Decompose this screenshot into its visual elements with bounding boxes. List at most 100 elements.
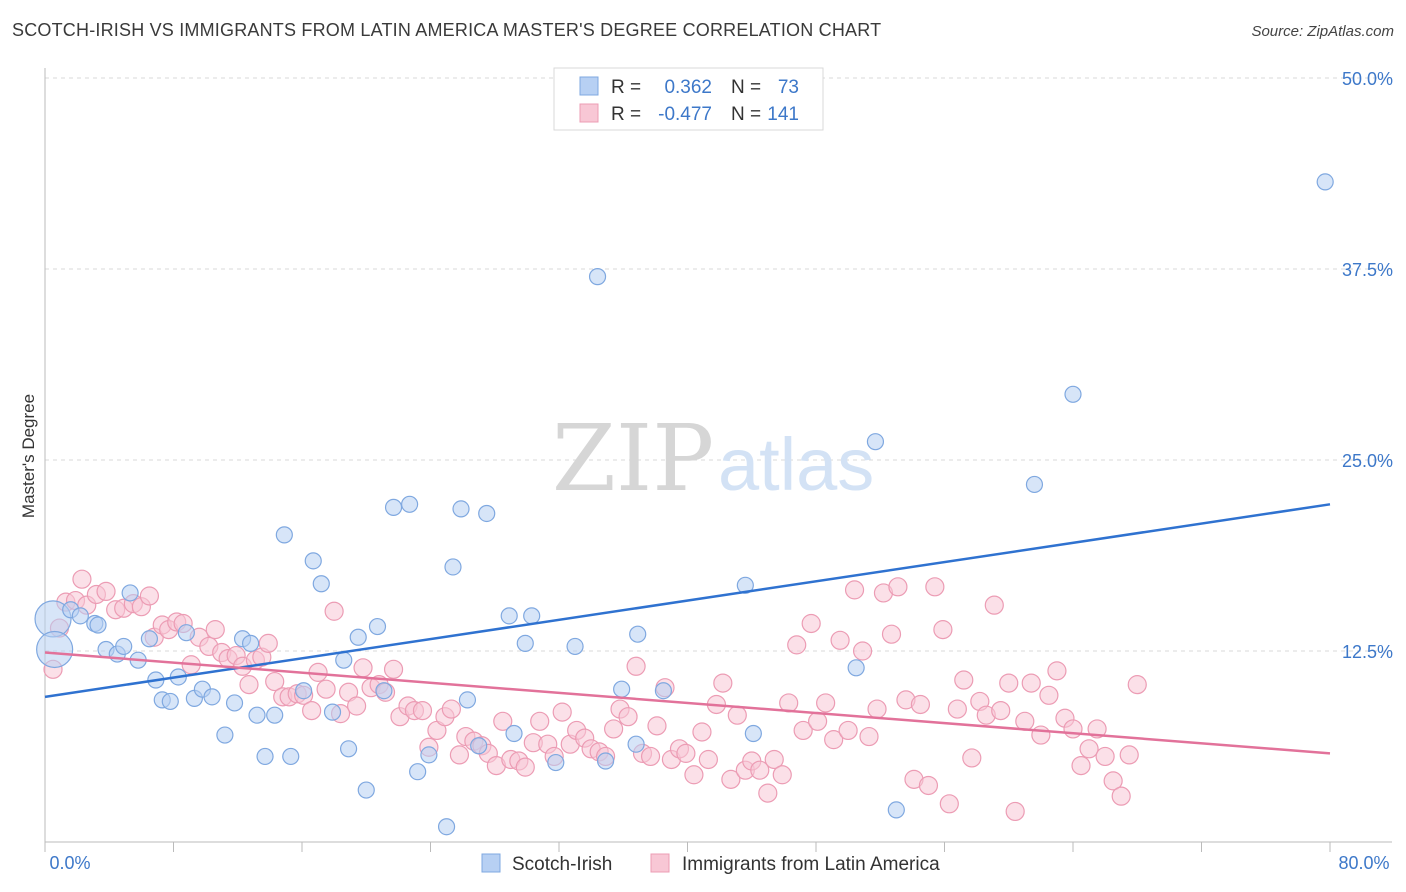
point-pink-106: [824, 730, 844, 750]
point-blue-31: [312, 575, 330, 593]
point-pink-29: [258, 633, 278, 653]
series-legend-pink-label: Immigrants from Latin America: [682, 854, 940, 875]
point-pink-133: [1021, 673, 1041, 693]
point-pink-130: [999, 673, 1019, 693]
point-blue-9: [121, 584, 139, 602]
point-pink-21: [205, 620, 225, 640]
series-blue-points: [34, 173, 1334, 836]
point-blue-3: [71, 607, 89, 625]
y-tick-label-2: 37.5%: [1342, 260, 1393, 280]
point-pink-102: [793, 720, 813, 741]
stats-legend-r-value-2: -0.477: [658, 104, 712, 125]
point-blue-29: [295, 682, 313, 700]
point-blue-5: [89, 616, 107, 634]
point-pink-129: [991, 700, 1011, 721]
point-pink-142: [1095, 746, 1115, 767]
stats-legend-box: [553, 67, 824, 131]
point-pink-82: [647, 716, 667, 736]
point-blue-48: [478, 504, 496, 523]
point-pink-96: [750, 760, 770, 780]
y-tick-label-3: 50.0%: [1342, 69, 1393, 89]
point-pink-81: [640, 746, 661, 767]
point-blue-57: [613, 680, 631, 698]
point-pink-146: [1127, 675, 1147, 695]
point-blue-28: [282, 747, 300, 766]
point-pink-89: [698, 749, 718, 770]
point-pink-50: [412, 700, 433, 721]
point-blue-20: [216, 726, 234, 744]
point-pink-140: [1079, 739, 1099, 759]
point-blue-43: [437, 818, 456, 836]
point-pink-93: [727, 705, 747, 725]
point-pink-144: [1111, 786, 1131, 806]
point-blue-26: [266, 706, 284, 724]
stats-legend-n-value-2: 141: [767, 104, 799, 125]
point-blue-14: [161, 692, 179, 711]
point-pink-86: [676, 743, 696, 763]
point-blue-16: [177, 624, 195, 642]
point-pink-143: [1103, 771, 1123, 791]
grid-lines: [45, 77, 1392, 652]
point-pink-64: [515, 757, 535, 777]
point-pink-55: [449, 745, 470, 765]
y-tick-label-1: 25.0%: [1342, 451, 1393, 471]
point-pink-38: [324, 601, 344, 621]
trend-lines: [44, 503, 1331, 755]
point-blue-55: [588, 268, 607, 286]
point-blue-66: [1025, 475, 1044, 494]
point-blue-27: [275, 526, 293, 544]
series-legend-blue-label: Scotch-Irish: [512, 854, 612, 875]
point-pink-98: [764, 749, 784, 770]
axes: [44, 68, 1392, 852]
chart-title: SCOTCH-IRISH VS IMMIGRANTS FROM LATIN AM…: [12, 20, 882, 40]
stats-legend: R = 0.362 N = 73 R = -0.477 N = 141: [553, 67, 824, 131]
stats-legend-n-label-1: N =: [731, 77, 761, 98]
point-pink-88: [692, 722, 712, 742]
point-blue-1: [36, 630, 74, 669]
watermark-zip: ZIP: [552, 405, 714, 512]
point-pink-78: [618, 707, 638, 727]
point-pink-87: [684, 765, 704, 785]
point-blue-64: [866, 433, 885, 451]
point-pink-110: [852, 641, 873, 661]
point-pink-46: [383, 659, 404, 679]
series-legend-blue-swatch: [481, 853, 501, 873]
point-blue-41: [409, 763, 427, 781]
point-pink-115: [888, 577, 908, 597]
point-pink-4: [72, 569, 92, 589]
point-blue-33: [335, 651, 353, 669]
point-blue-63: [847, 659, 865, 677]
point-blue-24: [248, 706, 266, 724]
point-pink-141: [1087, 719, 1107, 739]
point-blue-34: [339, 740, 358, 758]
point-pink-131: [1005, 801, 1025, 822]
point-pink-91: [713, 673, 733, 693]
stats-legend-r-value-1: 0.362: [664, 77, 712, 98]
point-pink-122: [939, 794, 959, 814]
stats-legend-blue-swatch: [579, 76, 599, 96]
point-pink-61: [493, 711, 513, 731]
point-blue-47: [470, 737, 488, 755]
point-blue-46: [458, 691, 477, 709]
point-pink-114: [881, 624, 902, 644]
point-pink-139: [1071, 755, 1091, 776]
point-pink-37: [316, 679, 336, 699]
chart-source: Source: ZipAtlas.com: [1251, 23, 1394, 40]
point-pink-7: [96, 581, 116, 602]
point-pink-138: [1063, 719, 1083, 739]
point-blue-58: [627, 735, 645, 753]
point-blue-8: [115, 637, 133, 656]
point-pink-109: [844, 580, 865, 600]
point-blue-39: [384, 498, 403, 516]
point-blue-56: [596, 752, 615, 770]
point-blue-32: [323, 703, 342, 721]
trend-line-pink: [44, 651, 1331, 755]
point-blue-50: [505, 724, 523, 743]
y-tick-label-0: 12.5%: [1342, 642, 1393, 662]
point-pink-120: [925, 577, 945, 597]
point-blue-67: [1064, 385, 1082, 403]
point-pink-66: [530, 711, 550, 731]
point-pink-30: [265, 671, 285, 692]
point-pink-69: [552, 702, 572, 722]
